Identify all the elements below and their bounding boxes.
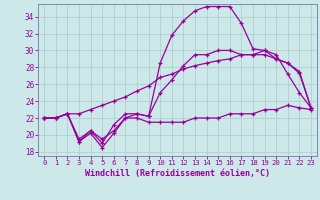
X-axis label: Windchill (Refroidissement éolien,°C): Windchill (Refroidissement éolien,°C) (85, 169, 270, 178)
